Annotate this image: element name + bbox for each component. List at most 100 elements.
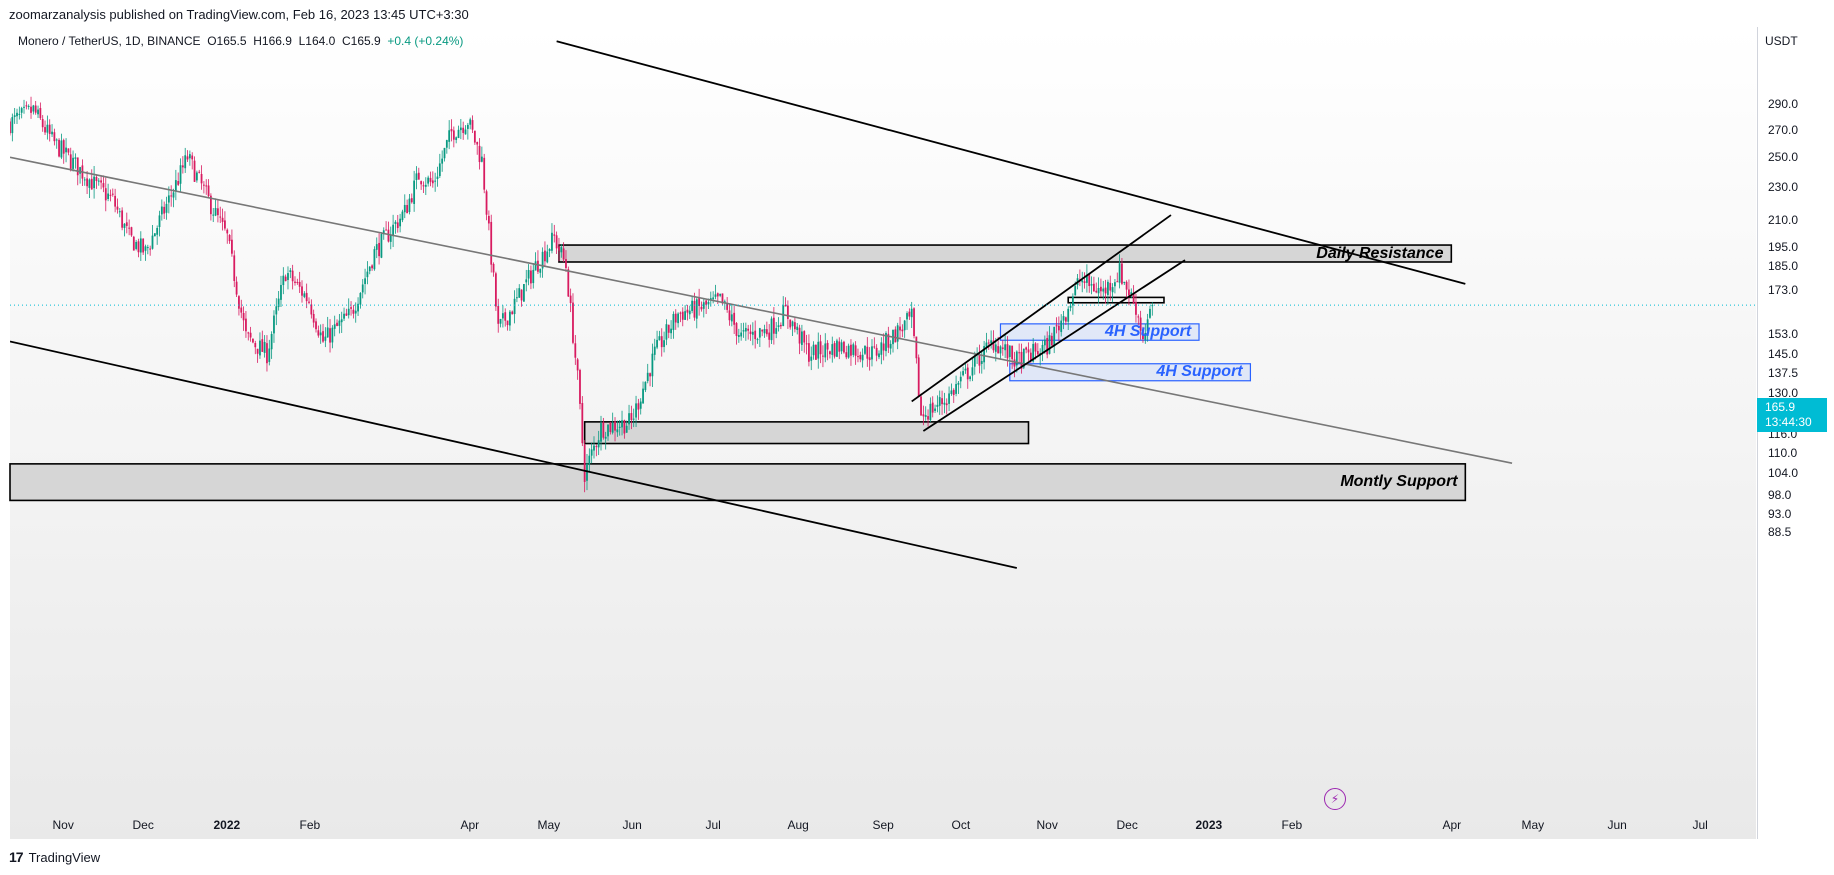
rising-channel-lower[interactable] [922,259,1186,432]
candle-body [366,271,369,278]
candle-body [992,340,995,351]
candle-body [663,340,665,347]
candle-body [443,147,446,159]
candle-body [340,319,343,323]
candle-body [497,306,500,324]
candle-body [1144,333,1147,340]
candle-body [546,251,549,263]
candle-body [1095,290,1098,293]
candle-body [943,402,946,405]
time-tick-label: Jul [705,818,721,832]
candle-body [336,322,338,326]
candle-body [999,346,1002,354]
candle-body [623,420,626,434]
candle-body [964,368,967,371]
candle-body [214,208,217,216]
candle-body [705,300,708,305]
rising-channel-upper[interactable] [911,214,1172,403]
candle-body [235,281,238,295]
candle-body [209,195,212,215]
candle-body [509,311,511,326]
candle-body [83,179,86,181]
candle-body [931,402,934,413]
candle-body [16,112,18,117]
zone-label: Daily Resistance [1316,244,1444,262]
price-tick-label: 250.0 [1768,150,1799,165]
candle-body [985,342,988,347]
candle-body [200,173,203,184]
price-tick-label: 153.0 [1768,327,1799,342]
candle-body [801,331,803,345]
candle-body [476,141,479,145]
candle-body [1034,343,1037,352]
price-tick-label: 93.0 [1768,506,1792,521]
candle-body [906,313,908,320]
candle-body [611,422,614,433]
candle-body [301,286,303,296]
time-tick-label: Dec [1116,818,1138,832]
candle-body [207,185,210,197]
upper-channel-line[interactable] [556,40,1466,285]
candle-body [1128,289,1130,296]
candle-body [431,180,434,184]
candle-body [894,329,897,343]
candle-body [291,270,294,282]
candle-body [245,318,247,332]
candle-body [1100,286,1102,292]
legend-symbol[interactable]: Monero / TetherUS, 1D, BINANCE [18,34,201,48]
candle-body [756,339,759,341]
candle-body [135,241,138,249]
footer-brand[interactable]: 17 TradingView [9,849,100,865]
candle-body [910,308,913,318]
candle-body [511,311,514,315]
candle-body [555,235,558,249]
candle-body [658,336,661,341]
candle-body [551,232,553,251]
middle-trendline[interactable] [10,156,1513,464]
candle-body [920,396,922,416]
candle-body [637,403,640,410]
candle-body [69,154,72,169]
candle-body [581,403,584,444]
price-axis[interactable]: 290.0 270.0 250.0 230.0 210.0 195.0 185.0 173.0… [1757,27,1834,839]
time-tick-label: Jun [622,818,642,832]
candle-body [628,413,630,425]
candle-body [198,171,201,173]
candle-body [913,308,915,337]
candle-body [1116,281,1119,283]
candle-body [490,221,493,265]
candle-body [329,328,331,343]
lightning-icon[interactable]: ⚡ [1324,788,1346,810]
candle-body [287,273,289,280]
time-tick-label: Dec [132,818,154,832]
candle-body [282,275,285,286]
candle-body [231,239,233,254]
time-axis[interactable]: Nov Dec 2022 Feb Apr May Jun Jul Aug Sep Oct Nov Dec… [10,812,1756,839]
candle-body [72,157,74,169]
time-tick-label: Feb [1281,818,1303,832]
candle-body [593,445,595,451]
candle-body [394,221,397,224]
candle-body [132,236,135,251]
candle-body [480,156,483,162]
candle-body [1114,282,1116,287]
candle-body [1102,288,1105,292]
candle-body [980,360,983,364]
candle-body [866,346,869,359]
lower-channel-line[interactable] [10,340,1018,569]
candle-body [462,127,465,133]
candle-body [266,343,268,364]
candle-body [350,307,352,309]
candle-body [177,181,180,185]
candle-body [242,312,245,321]
candle-body [572,302,574,343]
candle-body [76,157,79,176]
candle-body [1085,274,1088,283]
candle-body [205,185,208,187]
candle-body [609,422,612,432]
candle-body [315,321,317,330]
candle-body [118,211,121,213]
candle-body [586,463,588,481]
candle-body [452,130,455,140]
candle-body [186,156,189,160]
